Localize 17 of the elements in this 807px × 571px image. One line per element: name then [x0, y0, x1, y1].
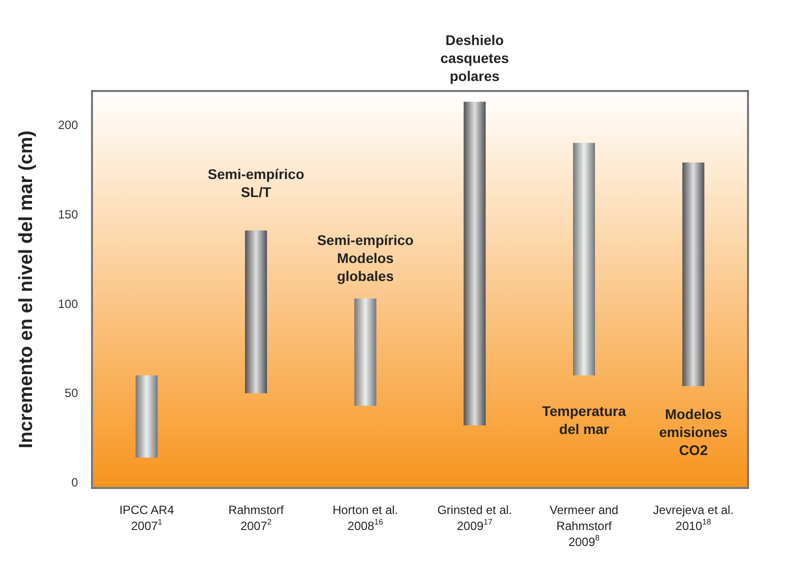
bar [573, 142, 595, 376]
y-tick-label: 200 [58, 118, 78, 132]
bar [682, 162, 704, 386]
annotation: Semi-empírico Modelos globales [317, 232, 414, 284]
y-axis-title: Incremento en el nivel del mar (cm) [16, 130, 37, 448]
y-tick-label: 150 [58, 207, 78, 222]
bar [245, 230, 267, 394]
text: Deshielo casquetes polares [440, 32, 510, 84]
y-tick-label: 0 [71, 476, 78, 490]
annotation: Temperatura del mar [542, 403, 626, 437]
annotation: Semi-empírico SL/T [208, 166, 304, 200]
y-tick-label: 50 [64, 386, 78, 400]
y-tick-label: 100 [58, 296, 78, 311]
annotation: Modelos emisiones CO2 [659, 406, 728, 458]
bar [136, 375, 158, 458]
bar [464, 102, 486, 426]
bar [354, 298, 376, 406]
